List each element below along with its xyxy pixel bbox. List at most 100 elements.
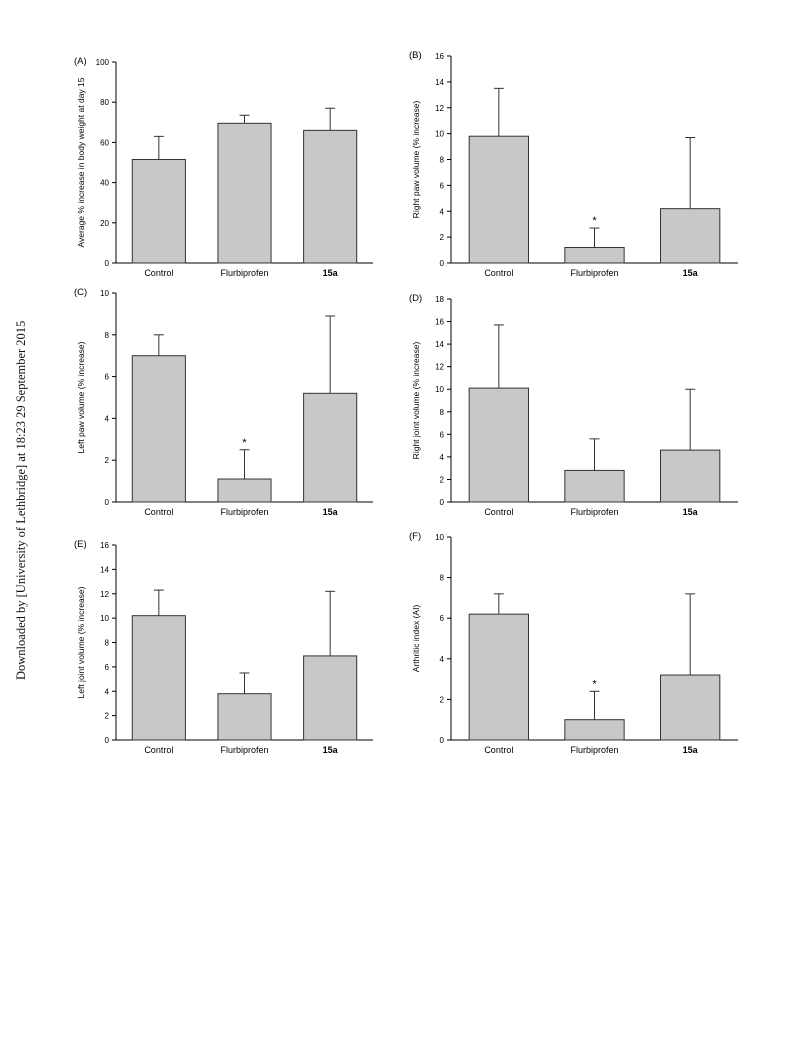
significance-marker-b: * (592, 215, 597, 227)
y-tick-label-b: 10 (435, 130, 444, 139)
bar-e-15a (303, 655, 358, 741)
y-tick-label-e: 16 (100, 541, 109, 550)
bar-d-control (468, 387, 529, 503)
x-tick-label-b: Flurbiprofen (570, 268, 618, 278)
download-watermark: Downloaded by [University of Lethbridge]… (14, 320, 28, 680)
y-tick-label-a: 20 (100, 219, 109, 228)
chart-a: 0 20 40 60 80 100 Average % increase in body w… (74, 56, 373, 278)
y-axis-title-e: Left joint volume (% increase) (76, 586, 86, 698)
bar-d-flurbiprofen (564, 469, 625, 503)
chart-c: 0 2 4 6 8 10 Left paw volume (% increase) (C) Co… (74, 287, 373, 517)
y-tick-label-e: 10 (100, 614, 109, 623)
panel-label-e: (E) (74, 539, 87, 550)
x-tick-label-a: 15a (323, 268, 339, 278)
panel-label-b: (B) (409, 50, 422, 61)
x-tick-label-e: Flurbiprofen (220, 745, 268, 755)
panel-label-f: (F) (409, 531, 421, 542)
y-tick-label-d: 6 (440, 430, 445, 439)
panel-e: 0 2 4 6 8 10 12 14 16 Left joint volume (% increa… (60, 527, 380, 772)
bar-c-flurbiprofen (217, 478, 272, 503)
x-tick-label-b: 15a (683, 268, 699, 278)
x-tick-label-e: Control (144, 745, 173, 755)
panel-label-c: (C) (74, 287, 87, 298)
y-tick-label-c: 10 (100, 289, 109, 298)
y-tick-label-c: 4 (105, 414, 110, 423)
y-tick-label-e: 2 (105, 712, 110, 721)
panel-d: 0 2 4 6 8 10 12 14 16 18 Right joint volume (% inc… (405, 282, 745, 527)
y-tick-label-a: 0 (105, 259, 110, 268)
y-axis-title-a: Average % increase in body weight at day… (76, 77, 86, 247)
chart-d: 0 2 4 6 8 10 12 14 16 18 Right joint volume (% inc… (409, 293, 738, 517)
bar-b-control (468, 135, 529, 264)
bar-f-control (468, 613, 529, 741)
y-tick-label-a: 40 (100, 179, 109, 188)
panel-b: 0 2 4 6 8 10 12 14 16 Right paw volume (% increas… (405, 42, 745, 287)
y-tick-label-e: 4 (105, 687, 110, 696)
y-tick-label-e: 12 (100, 590, 109, 599)
y-tick-label-e: 0 (105, 736, 110, 745)
y-tick-label-f: 0 (440, 736, 445, 745)
bar-e-flurbiprofen (217, 693, 272, 741)
x-tick-label-a: Control (144, 268, 173, 278)
y-tick-label-d: 2 (440, 475, 445, 484)
y-tick-label-c: 8 (105, 331, 110, 340)
y-tick-label-b: 14 (435, 78, 444, 87)
x-tick-label-c: 15a (323, 507, 339, 517)
significance-marker-f: * (592, 678, 597, 690)
y-tick-label-d: 14 (435, 340, 444, 349)
y-tick-label-c: 0 (105, 498, 110, 507)
x-tick-label-a: Flurbiprofen (220, 268, 268, 278)
y-tick-label-a: 80 (100, 98, 109, 107)
y-tick-label-f: 6 (440, 614, 445, 623)
y-axis-title-d: Right joint volume (% increase) (411, 342, 421, 460)
x-tick-label-f: 15a (683, 745, 699, 755)
y-axis-title-b: Right paw volume (% increase) (411, 101, 421, 219)
chart-e: 0 2 4 6 8 10 12 14 16 Left joint volume (% increa… (74, 539, 373, 755)
y-tick-label-d: 0 (440, 498, 445, 507)
x-tick-label-d: Flurbiprofen (570, 507, 618, 517)
x-tick-label-c: Control (144, 507, 173, 517)
x-tick-label-c: Flurbiprofen (220, 507, 268, 517)
panel-label-a: (A) (74, 56, 87, 67)
panel-c: 0 2 4 6 8 10 Left paw volume (% increase) (C) Co… (60, 282, 380, 527)
y-tick-label-d: 4 (440, 453, 445, 462)
y-axis-title-c: Left paw volume (% increase) (76, 341, 86, 453)
y-tick-label-e: 6 (105, 663, 110, 672)
y-tick-label-a: 60 (100, 138, 109, 147)
x-tick-label-d: Control (484, 507, 513, 517)
y-tick-label-b: 16 (435, 52, 444, 61)
significance-marker-c: * (242, 437, 247, 449)
panel-label-d: (D) (409, 293, 422, 304)
panel-f: 0 2 4 6 8 10 Arthritic index (AI) (F) Control * Fl… (405, 527, 745, 772)
y-tick-label-b: 4 (440, 207, 445, 216)
y-tick-label-b: 2 (440, 233, 445, 242)
panel-a: 0 20 40 60 80 100 Average % increase in body w… (60, 42, 380, 287)
y-tick-label-f: 2 (440, 695, 445, 704)
bar-f-flurbiprofen (564, 719, 625, 741)
bar-b-15a (660, 208, 721, 264)
bar-c-15a (303, 392, 358, 503)
y-tick-label-b: 8 (440, 156, 445, 165)
bar-e-control (131, 615, 186, 741)
y-tick-label-d: 10 (435, 385, 444, 394)
bar-b-flurbiprofen (564, 246, 625, 264)
y-tick-label-b: 12 (435, 104, 444, 113)
x-tick-label-e: 15a (323, 745, 339, 755)
y-tick-label-c: 2 (105, 456, 110, 465)
y-tick-label-f: 10 (435, 533, 444, 542)
y-tick-label-d: 18 (435, 295, 444, 304)
y-tick-label-d: 16 (435, 318, 444, 327)
bar-a-flurbiprofen (217, 122, 272, 264)
y-tick-label-b: 0 (440, 259, 445, 268)
x-tick-label-f: Control (484, 745, 513, 755)
bar-c-control (131, 355, 186, 503)
y-tick-label-f: 8 (440, 574, 445, 583)
y-tick-label-e: 14 (100, 565, 109, 574)
x-tick-label-b: Control (484, 268, 513, 278)
y-tick-label-d: 8 (440, 408, 445, 417)
y-tick-label-e: 8 (105, 639, 110, 648)
y-tick-label-f: 4 (440, 655, 445, 664)
x-tick-label-f: Flurbiprofen (570, 745, 618, 755)
y-tick-label-c: 6 (105, 373, 110, 382)
bar-d-15a (660, 449, 721, 503)
